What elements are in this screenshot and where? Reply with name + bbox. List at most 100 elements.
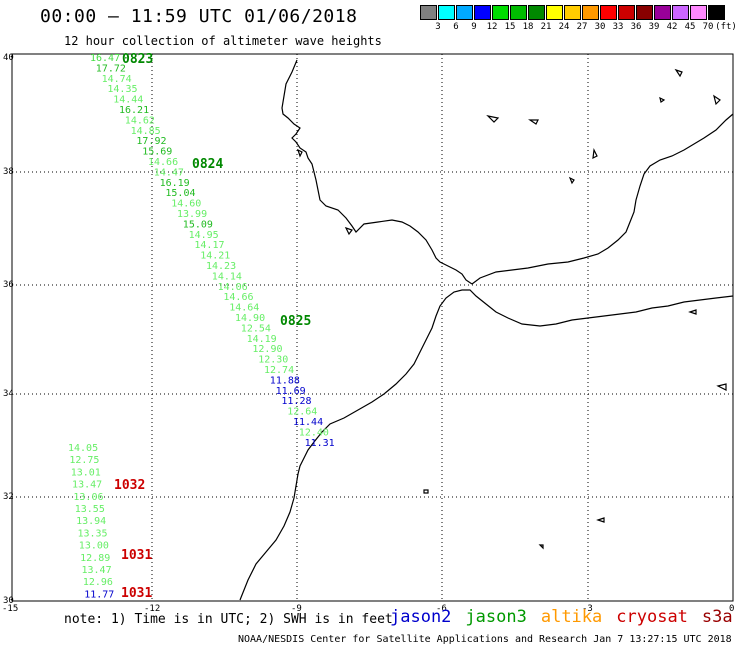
wave-height-value: 13.94 [76,516,106,527]
wave-height-value: 14.06 [218,282,248,293]
wave-height-value: 13.47 [72,480,102,491]
legend-unit: (ft) [715,22,737,32]
x-label: -15 [2,604,18,614]
y-label: 32 [3,492,14,502]
track-time: 0825 [280,314,311,329]
wave-height-value: 13.55 [75,504,105,515]
map-title: 00:00 – 11:59 UTC 01/06/2018 [40,6,358,27]
graticule [12,54,733,601]
wave-height-value: 15.09 [183,219,213,230]
wave-height-value: 12.74 [264,365,294,376]
wave-height-value: 16.19 [160,178,190,189]
legend-label: 21 [540,22,552,32]
wave-height-value: 12.89 [80,553,110,564]
credit-line: NOAA/NESDIS Center for Satellite Applica… [238,634,732,645]
legend-swatch [636,5,653,20]
legend-label: 45 [684,22,696,32]
legend-label: 39 [648,22,660,32]
legend-label: 12 [486,22,498,32]
legend-swatch [564,5,581,20]
x-label: -3 [582,604,593,614]
legend-swatch [618,5,635,20]
satellite-label: jason3 [465,607,527,627]
satellite-label: cryosat [616,607,688,627]
legend-label: 9 [471,22,477,32]
wave-height-value: 14.47 [154,167,184,178]
wave-height-value: 12.40 [299,427,329,438]
legend-label: 30 [594,22,606,32]
wave-height-value: 11.69 [276,386,306,397]
legend-swatch [654,5,671,20]
wave-height-value: 11.44 [293,417,323,428]
map-subtitle: 12 hour collection of altimeter wave hei… [64,34,382,48]
satellite-label: jason2 [390,607,452,627]
wave-height-value: 14.05 [68,443,98,454]
wave-height-value: 17.72 [96,63,126,74]
track-time: 0824 [192,157,223,172]
wave-height-value: 11.77 [84,589,114,600]
legend-label: 6 [453,22,459,32]
satellite-label: altika [540,607,603,627]
legend-swatch [420,5,437,20]
legend-label: 33 [612,22,624,32]
x-axis-labels: -15 -12 -9 -6 -3 0 [2,604,734,614]
legend-swatch [690,5,707,20]
legend-swatch [474,5,491,20]
legend-swatch [546,5,563,20]
wave-height-value: 14.21 [200,251,230,262]
wave-height-value: 14.95 [189,230,219,241]
legend-swatch [708,5,725,20]
legend-swatch [582,5,599,20]
legend-label: 3 [435,22,441,32]
wave-height-value: 14.66 [223,292,253,303]
legend-label: 15 [504,22,516,32]
satellite-label: s3a [701,607,733,627]
wave-height-value: 16.47 [90,53,120,64]
wave-height-value: 15.69 [142,147,172,158]
x-label: -12 [144,604,160,614]
wave-height-value: 14.60 [171,199,201,210]
wave-height-value: 14.85 [131,126,161,137]
legend-swatch [528,5,545,20]
wave-height-value: 14.66 [148,157,178,168]
wave-height-value: 16.21 [119,105,149,116]
wave-height-value: 14.74 [102,74,132,85]
wave-height-value: 14.17 [194,240,224,251]
wave-height-value: 11.31 [305,438,335,449]
wave-height-value: 12.96 [83,577,113,588]
map-frame [11,53,734,602]
wave-height-value: 12.54 [241,323,271,334]
legend-swatch [600,5,617,20]
legend-swatch [492,5,509,20]
y-label: 34 [3,389,14,399]
wave-height-value: 11.28 [281,396,311,407]
x-label: -6 [436,604,447,614]
satellite-list: jason2 jason3 altika cryosat s3a [390,607,740,627]
legend-swatch [510,5,527,20]
wave-height-value: 12.90 [252,344,282,355]
legend-swatch [438,5,455,20]
wave-height-value: 13.47 [82,565,112,576]
track-time: 1031 [121,548,152,563]
y-label: 36 [3,280,14,290]
legend-swatch [456,5,473,20]
wave-height-value: 13.01 [71,467,101,478]
wave-height-value: 11.88 [270,375,300,386]
wave-height-value: 12.75 [69,455,99,466]
wave-height-value: 14.19 [247,334,277,345]
wave-height-value: 15.04 [165,188,195,199]
wave-height-value: 12.64 [287,407,317,418]
wave-height-value: 14.62 [125,115,155,126]
wave-height-value: 14.64 [229,303,259,314]
wave-height-value: 12.30 [258,355,288,366]
legend-label: 70 [702,22,714,32]
wave-height-value: 13.06 [73,492,103,503]
wave-height-value: 14.90 [235,313,265,324]
wave-height-value: 14.44 [113,95,143,106]
legend-label: 24 [558,22,570,32]
observation-layer: 16.4717.7214.7414.3514.4416.2114.6214.85… [68,53,335,600]
legend-label: 42 [666,22,678,32]
legend-label: 36 [630,22,642,32]
track-times: 0823 0824 0825 1032 1031 1031 [114,52,311,601]
